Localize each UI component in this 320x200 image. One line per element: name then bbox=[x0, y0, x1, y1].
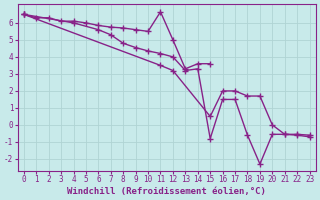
X-axis label: Windchill (Refroidissement éolien,°C): Windchill (Refroidissement éolien,°C) bbox=[67, 187, 266, 196]
